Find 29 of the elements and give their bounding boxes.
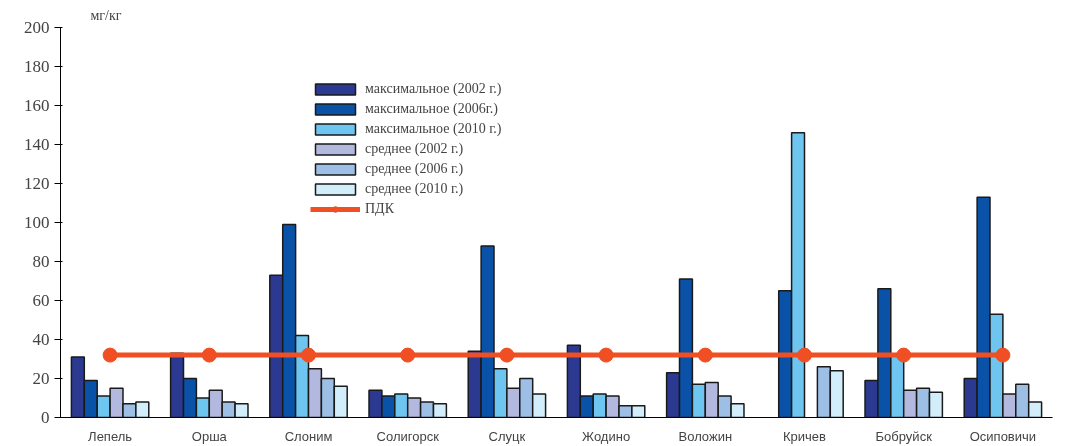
x-tick-label: Слуцк bbox=[488, 428, 526, 444]
legend-label: среднее (2010 г.) bbox=[365, 181, 464, 197]
y-tick-label: 60 bbox=[32, 291, 50, 310]
x-tick-label: Воложин bbox=[678, 428, 733, 444]
x-tick-label: Жодино bbox=[582, 428, 631, 444]
y-tick-label: 0 bbox=[41, 408, 50, 427]
y-tick-label: 120 bbox=[24, 174, 50, 193]
x-tick-label: Слоним bbox=[284, 428, 333, 444]
x-tick-label: Солигорск bbox=[376, 428, 440, 444]
legend-label: среднее (2006 г.) bbox=[365, 161, 464, 177]
y-tick-label: 200 bbox=[24, 18, 50, 37]
legend-label: максимальное (2002 г.) bbox=[365, 81, 502, 97]
x-tick-label: Лепель bbox=[88, 428, 133, 444]
x-tick-label: Орша bbox=[191, 428, 228, 444]
legend-label: максимальное (2006г.) bbox=[365, 101, 498, 117]
y-tick-label: 140 bbox=[24, 135, 50, 154]
y-tick-label: 180 bbox=[24, 57, 50, 76]
x-tick-label: Кричев bbox=[783, 428, 827, 444]
y-tick-label: 100 bbox=[24, 213, 50, 232]
legend-label: среднее (2002 г.) bbox=[365, 141, 464, 157]
y-tick-label: 40 bbox=[32, 330, 50, 349]
y-tick-label: 80 bbox=[32, 252, 50, 271]
x-tick-label: Бобруйск bbox=[875, 428, 933, 444]
y-axis-title: мг/кг bbox=[90, 7, 122, 23]
legend-label: ПДК bbox=[365, 201, 394, 217]
y-tick-label: 20 bbox=[32, 369, 50, 388]
legend-label: максимальное (2010 г.) bbox=[365, 121, 502, 137]
y-tick-label: 160 bbox=[24, 96, 50, 115]
x-tick-label: Осиповичи bbox=[969, 428, 1037, 444]
